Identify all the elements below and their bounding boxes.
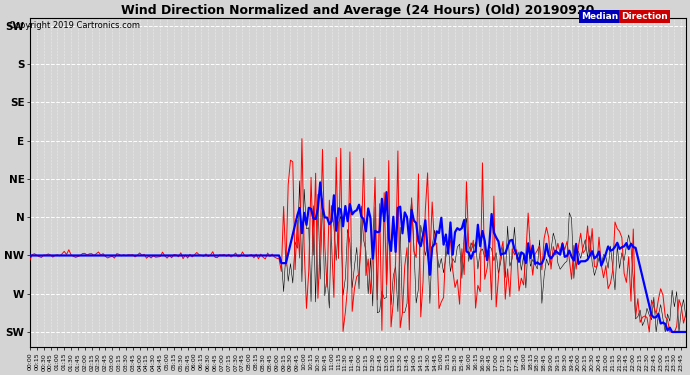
Title: Wind Direction Normalized and Average (24 Hours) (Old) 20190920: Wind Direction Normalized and Average (2… [121, 4, 595, 17]
Text: Median: Median [581, 12, 618, 21]
Text: Direction: Direction [621, 12, 668, 21]
Text: Copyright 2019 Cartronics.com: Copyright 2019 Cartronics.com [9, 21, 140, 30]
